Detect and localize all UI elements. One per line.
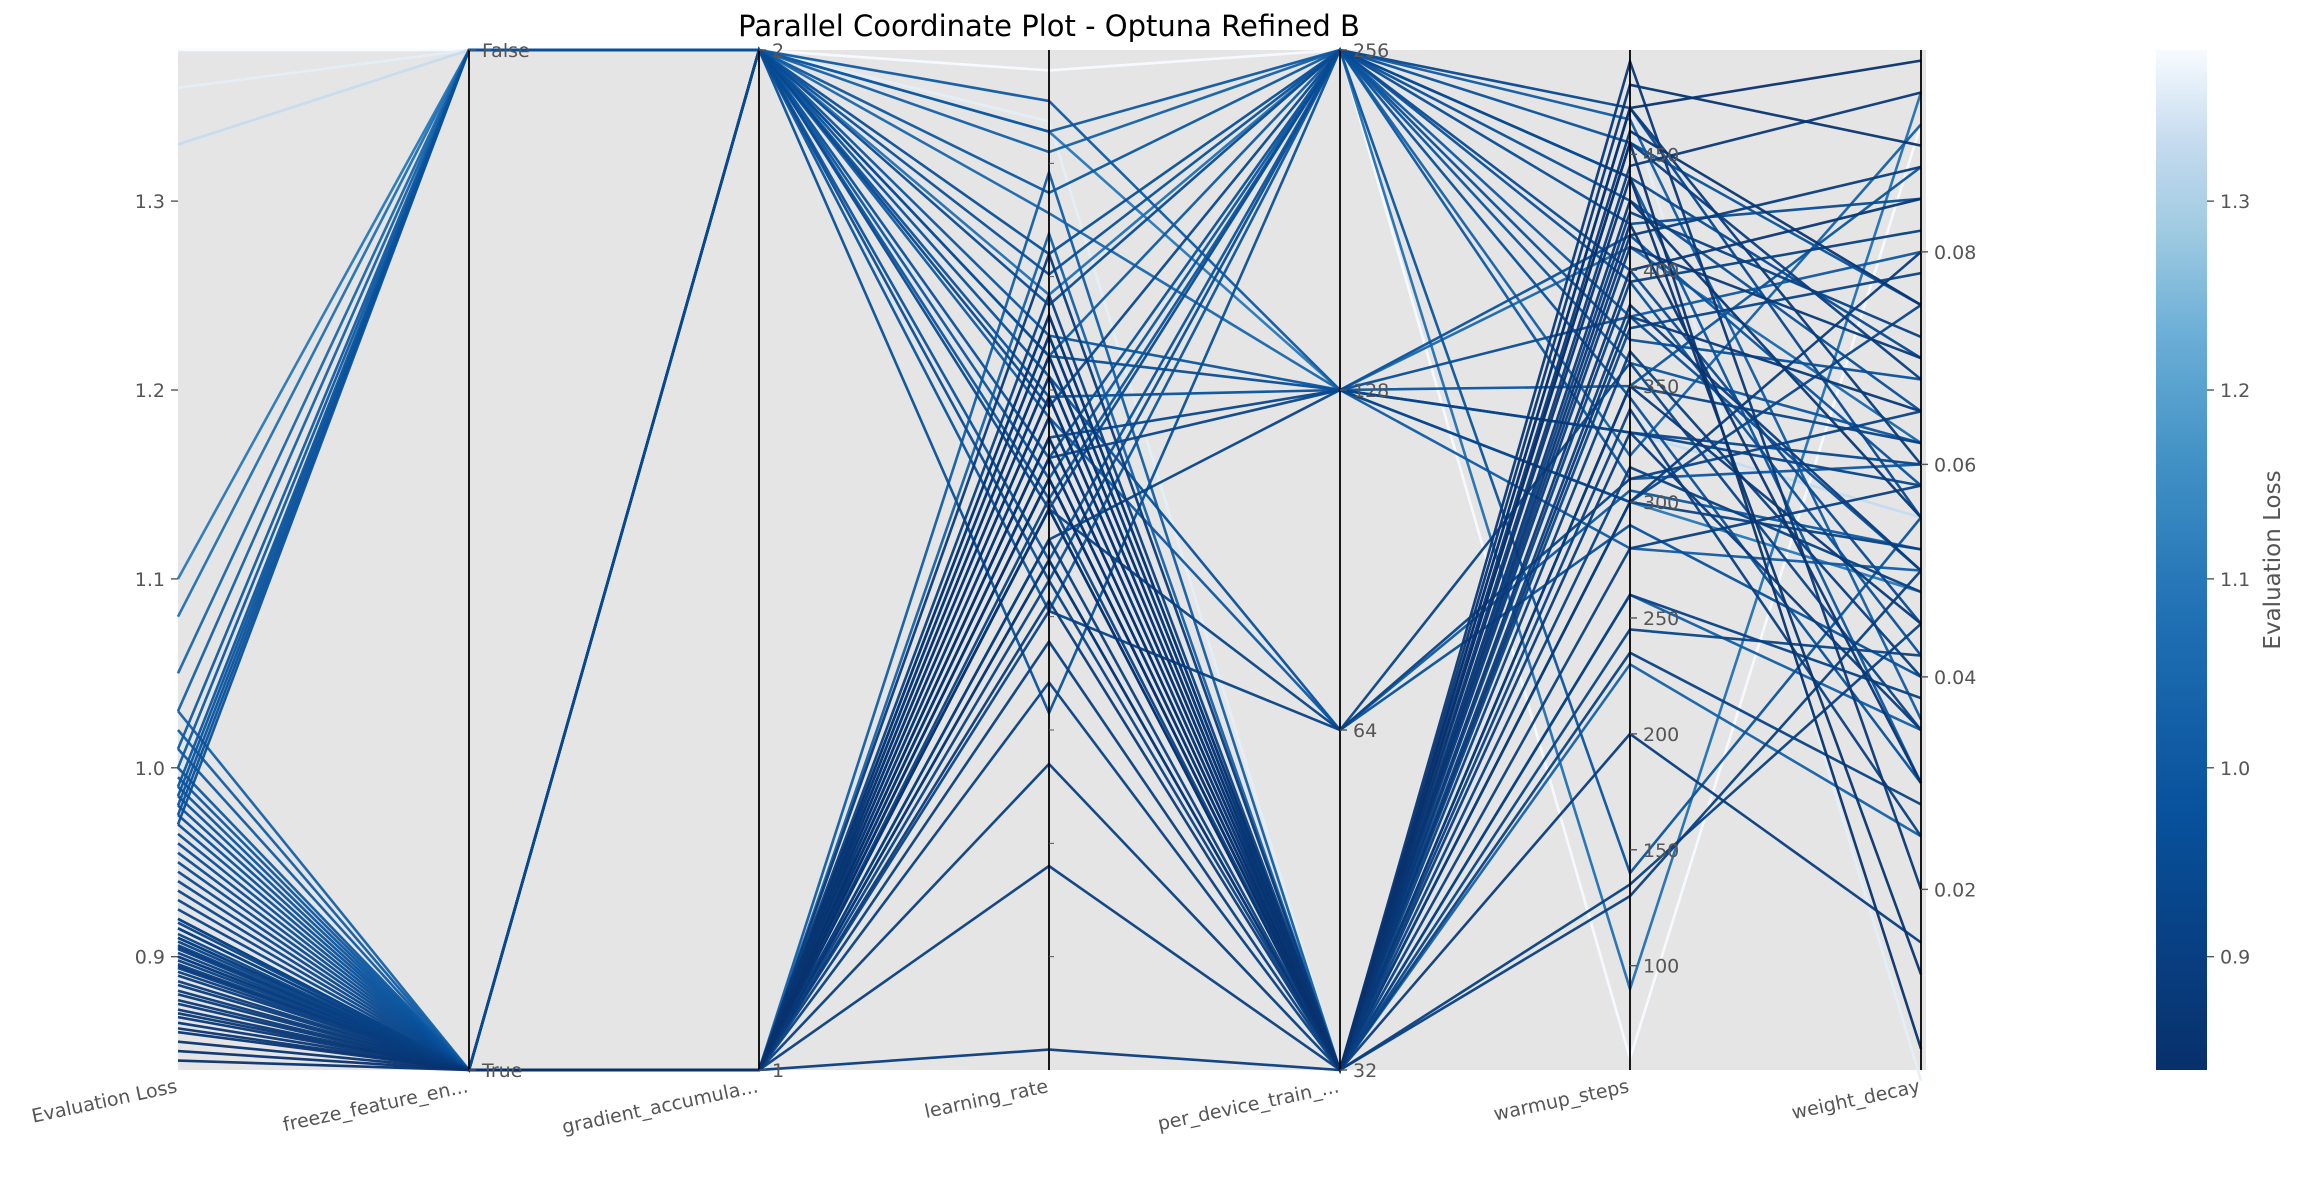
axis-label: learning_rate <box>923 1075 1050 1123</box>
tick-0-02: 0.02 <box>1921 879 1976 901</box>
axis-label: warmup_steps <box>1492 1075 1631 1125</box>
tick-true: True <box>469 1060 522 1082</box>
colorbar-tick-label: 1.2 <box>2220 380 2250 402</box>
tick-256: 256 <box>1340 40 1389 62</box>
tick-label: 128 <box>1353 380 1389 402</box>
colorbar-tick-1-1: 1.1 <box>2207 569 2250 591</box>
tick-0-9: 0.9 <box>135 947 178 969</box>
tick-1-2: 1.2 <box>135 380 178 402</box>
tick-350: 350 <box>1630 376 1679 398</box>
tick-label: 0.08 <box>1934 242 1976 264</box>
tick-label: 32 <box>1353 1060 1377 1082</box>
chart-title: Parallel Coordinate Plot - Optuna Refine… <box>738 9 1360 43</box>
axis-label: per_device_train_... <box>1156 1075 1341 1135</box>
tick-label: 0.02 <box>1934 879 1976 901</box>
tick-1-1: 1.1 <box>135 569 178 591</box>
tick-label: 250 <box>1643 608 1679 630</box>
colorbar-gradient <box>2156 50 2207 1070</box>
tick-label: 0.9 <box>135 947 165 969</box>
tick-label: 300 <box>1643 492 1679 514</box>
colorbar-tick-1-2: 1.2 <box>2207 380 2250 402</box>
colorbar-label: Evaluation Loss <box>2260 470 2286 649</box>
tick-400: 400 <box>1630 260 1679 282</box>
tick-0-08: 0.08 <box>1921 242 1976 264</box>
colorbar-tick-label: 1.3 <box>2220 191 2250 213</box>
tick-label: 64 <box>1353 720 1377 742</box>
plot-background <box>178 50 1926 1070</box>
colorbar-tick-1-0: 1.0 <box>2207 758 2250 780</box>
colorbar-tick-0-9: 0.9 <box>2207 947 2250 969</box>
tick-label: 400 <box>1643 260 1679 282</box>
tick-200: 200 <box>1630 724 1679 746</box>
tick-label: 256 <box>1353 40 1389 62</box>
tick-64: 64 <box>1340 720 1377 742</box>
axis-label: weight_decay <box>1790 1075 1922 1124</box>
colorbar-tick-label: 0.9 <box>2220 947 2250 969</box>
tick-label: False <box>482 40 530 62</box>
tick-label: 100 <box>1643 956 1679 978</box>
tick-150: 150 <box>1630 840 1679 862</box>
tick-label: 0.06 <box>1934 454 1976 476</box>
tick-label: 350 <box>1643 376 1679 398</box>
tick-1: 1 <box>759 1060 784 1082</box>
tick-label: 2 <box>772 40 784 62</box>
tick-32: 32 <box>1340 1060 1377 1082</box>
tick-0-04: 0.04 <box>1921 667 1976 689</box>
tick-label: 150 <box>1643 840 1679 862</box>
axis-label: gradient_accumula... <box>560 1075 760 1138</box>
tick-128: 128 <box>1340 380 1389 402</box>
colorbar: Evaluation Loss 0.9 1.0 1.1 1.2 1.3 <box>2156 50 2286 1070</box>
tick-250: 250 <box>1630 608 1679 630</box>
tick-450: 450 <box>1630 144 1679 166</box>
tick-100: 100 <box>1630 956 1679 978</box>
tick-label: 1.1 <box>135 569 165 591</box>
tick-label: 1.2 <box>135 380 165 402</box>
tick-label: 1 <box>772 1060 784 1082</box>
colorbar-tick-label: 1.0 <box>2220 758 2250 780</box>
tick-0-06: 0.06 <box>1921 454 1976 476</box>
tick-label: True <box>481 1060 522 1082</box>
tick-1-3: 1.3 <box>135 191 178 213</box>
colorbar-tick-label: 1.1 <box>2220 569 2250 591</box>
tick-2: 2 <box>759 40 784 62</box>
tick-label: 1.0 <box>135 758 165 780</box>
tick-1-0: 1.0 <box>135 758 178 780</box>
axis-evaluation-loss: Evaluation Loss 0.9 1.0 1.1 1.2 1.3 <box>30 191 179 1128</box>
tick-label: 1.3 <box>135 191 165 213</box>
colorbar-tick-1-3: 1.3 <box>2207 191 2250 213</box>
axis-label: Evaluation Loss <box>30 1075 179 1127</box>
tick-label: 200 <box>1643 724 1679 746</box>
axis-label: freeze_feature_en... <box>281 1075 470 1136</box>
tick-300: 300 <box>1630 492 1679 514</box>
tick-label: 0.04 <box>1934 667 1976 689</box>
tick-label: 450 <box>1643 144 1679 166</box>
tick-false: False <box>469 40 530 62</box>
